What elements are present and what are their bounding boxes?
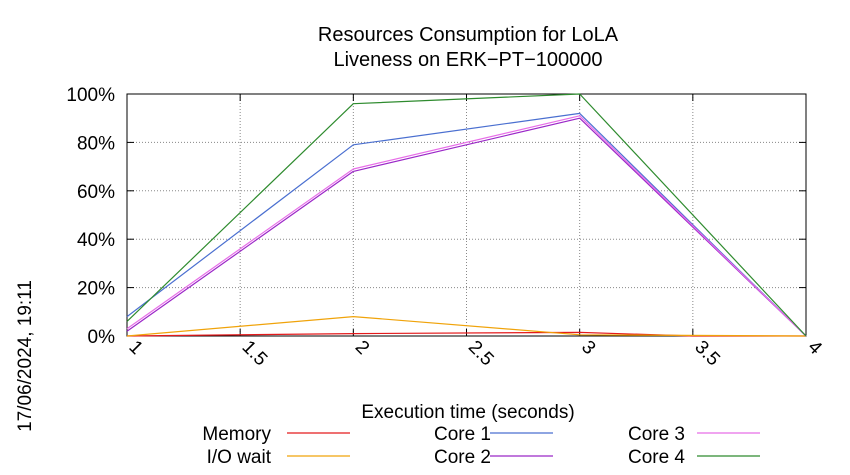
grid	[127, 94, 806, 336]
legend-label: Core 2	[434, 447, 491, 468]
series-line-i-o-wait	[126, 316, 807, 337]
series-lines	[126, 93, 807, 337]
x-tick-label: 4	[803, 337, 826, 360]
series-line-core-3	[126, 115, 807, 337]
y-tick-label: 100%	[66, 85, 115, 106]
x-tick-label: 1.5	[238, 337, 272, 371]
legend-label: I/O wait	[207, 447, 272, 468]
x-tick-label: 1	[124, 337, 146, 359]
axis-ticks: 0% 20% 40% 60% 80% 100% 1 1.5 2 2.5 3 3.5 4	[66, 85, 826, 370]
y-tick-label: 20%	[77, 279, 115, 300]
y-tick-label: 80%	[77, 133, 115, 154]
y-tick-label: 0%	[88, 327, 116, 348]
series-line-core-1	[126, 112, 807, 337]
legend-label: Memory	[202, 424, 271, 445]
legend-label: Core 4	[628, 447, 685, 468]
series-line-core-2	[126, 117, 807, 337]
legend-label: Core 3	[628, 424, 685, 445]
series-line-core-4	[126, 93, 807, 337]
legend-label: Core 1	[434, 424, 491, 445]
x-tick-label: 2.5	[464, 337, 498, 371]
chart-title-line-2: Liveness on ERK−PT−100000	[333, 49, 602, 71]
timestamp-label: 17/06/2024, 19:11	[15, 280, 36, 432]
chart-title-line-1: Resources Consumption for LoLA	[318, 24, 619, 46]
y-tick-label: 40%	[77, 230, 115, 251]
x-tick-label: 2	[351, 337, 373, 359]
x-tick-label: 3	[577, 337, 599, 359]
y-tick-label: 60%	[77, 182, 115, 203]
x-axis-label: Execution time (seconds)	[361, 402, 574, 423]
x-tick-label: 3.5	[690, 337, 724, 371]
